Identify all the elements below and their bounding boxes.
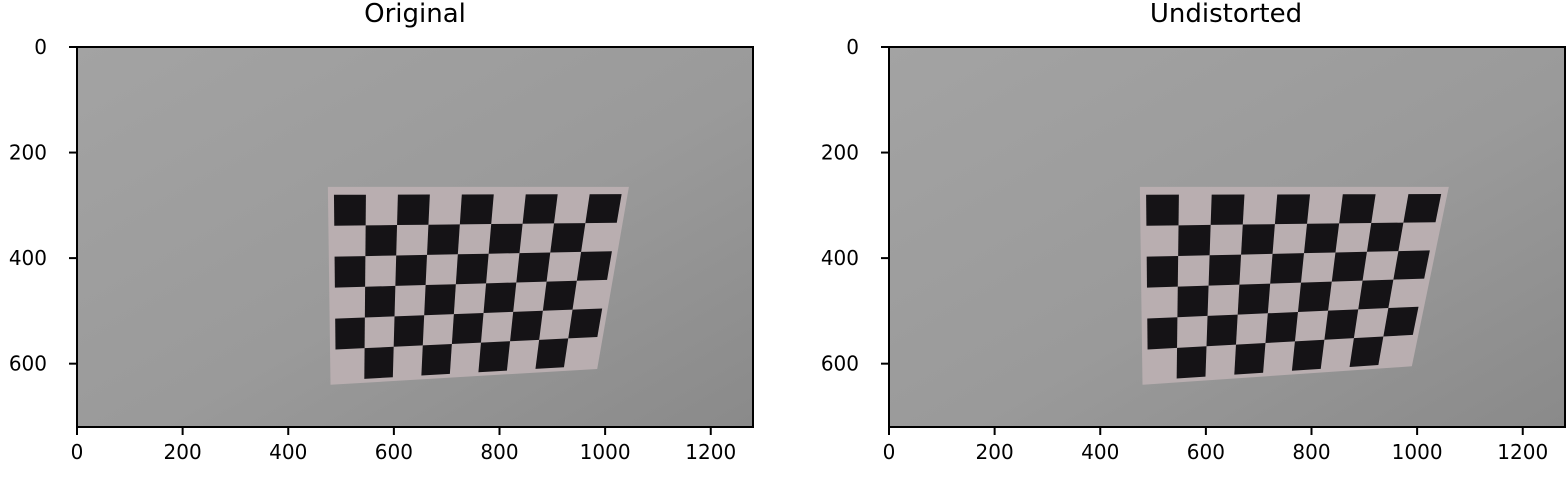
checker-square: [364, 346, 394, 379]
checker-square: [1176, 346, 1207, 379]
checker-square: [1297, 281, 1332, 312]
checker-square: [576, 251, 612, 281]
axes-frame: [888, 46, 1566, 428]
x-tick-label: 400: [1081, 440, 1119, 464]
x-tick-label: 0: [71, 440, 84, 464]
x-tick-label: 1200: [685, 440, 736, 464]
x-tick-label: 600: [375, 440, 413, 464]
checker-square: [459, 194, 494, 225]
checker-square: [1339, 194, 1376, 224]
panel-original: Original 0 200 400 600 800 1000 1200 0 200 400 60…: [9, 0, 754, 464]
checker-square: [1208, 254, 1242, 286]
checker-square: [585, 194, 622, 224]
checker-square: [1349, 336, 1384, 367]
checker-square: [424, 284, 456, 316]
x-axis-ticks: 0 200 400 600 800 1000 1200: [71, 427, 736, 464]
checker-square: [1324, 309, 1359, 340]
x-tick-label: 1200: [1497, 440, 1548, 464]
y-tick-label: 200: [9, 141, 47, 165]
x-tick-label: 1000: [580, 440, 631, 464]
y-tick-label: 200: [821, 141, 859, 165]
photo-undistorted: [889, 47, 1565, 427]
checker-square: [478, 341, 511, 373]
checker-square: [1403, 194, 1442, 223]
checker-square: [1366, 222, 1404, 252]
checkerboard-squares: [333, 194, 622, 379]
checker-square: [522, 194, 558, 224]
x-tick-label: 200: [164, 440, 202, 464]
checker-square: [483, 282, 517, 313]
checker-square: [510, 310, 543, 342]
checker-square: [542, 280, 577, 311]
checker-square: [397, 194, 430, 226]
x-tick-label: 0: [883, 440, 896, 464]
y-axis-ticks: 0 200 400 600: [821, 35, 889, 376]
checker-square: [335, 317, 365, 350]
checker-square: [455, 253, 489, 285]
y-tick-label: 600: [821, 352, 859, 376]
checker-square: [535, 338, 569, 369]
x-tick-label: 400: [269, 440, 307, 464]
checker-square: [334, 256, 366, 288]
x-tick-label: 200: [976, 440, 1014, 464]
x-tick-label: 800: [480, 440, 518, 464]
checker-square: [1291, 339, 1325, 371]
y-tick-label: 400: [9, 246, 47, 270]
panel-title: Original: [364, 0, 466, 29]
checker-square: [364, 285, 396, 318]
photo-original: [77, 47, 753, 427]
checker-square: [550, 223, 586, 253]
checker-square: [1265, 311, 1298, 344]
checker-square: [365, 225, 398, 257]
checker-square: [1331, 251, 1367, 282]
checker-square: [427, 224, 460, 255]
checker-square: [1178, 224, 1211, 256]
y-tick-label: 0: [846, 35, 859, 59]
checker-square: [488, 223, 523, 254]
x-axis-ticks: 0 200 400 600 800 1000 1200: [883, 427, 1548, 464]
checker-square: [395, 254, 428, 286]
x-tick-label: 1000: [1392, 440, 1443, 464]
checker-square: [1304, 223, 1340, 254]
y-tick-label: 0: [34, 35, 47, 59]
checker-square: [421, 343, 452, 376]
y-axis-ticks: 0 200 400 600: [9, 35, 77, 376]
checker-square: [1210, 194, 1245, 225]
checker-square: [1234, 343, 1266, 375]
checker-square: [333, 194, 366, 226]
checker-square: [516, 252, 551, 283]
y-tick-label: 400: [821, 246, 859, 270]
checker-square: [1274, 194, 1311, 225]
checker-square: [1177, 285, 1209, 318]
panel-title: Undistorted: [1150, 0, 1302, 29]
x-tick-label: 800: [1292, 440, 1330, 464]
checker-square: [1147, 317, 1178, 350]
checker-square: [393, 315, 425, 347]
checkerboard-squares: [1146, 194, 1442, 379]
checker-square: [1241, 224, 1275, 255]
checker-square: [1206, 314, 1238, 347]
checker-square: [1270, 253, 1305, 284]
checker-square: [568, 308, 603, 339]
x-tick-label: 600: [1187, 440, 1225, 464]
panel-undistorted: Undistorted 0 200 400 600 800 1000 1200 0 200 40…: [821, 0, 1566, 464]
checker-square: [1383, 306, 1419, 337]
checker-square: [1146, 255, 1179, 288]
checker-square: [1146, 194, 1179, 226]
y-tick-label: 600: [9, 352, 47, 376]
checker-square: [1393, 250, 1430, 280]
checker-square: [1237, 283, 1271, 315]
checker-square: [451, 312, 484, 344]
axes-frame: [76, 46, 754, 428]
checker-square: [1358, 279, 1394, 310]
